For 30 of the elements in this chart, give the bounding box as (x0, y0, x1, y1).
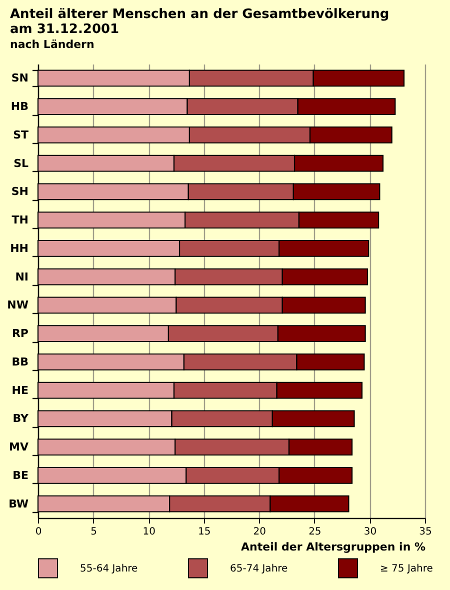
y-tick-label: HE (12, 384, 28, 397)
y-tick-label: NW (7, 298, 28, 312)
x-tick-label: 20 (253, 526, 266, 538)
y-tick-label: HH (10, 242, 28, 255)
y-tick-label: SN (11, 72, 28, 85)
y-tick-label: SH (11, 185, 28, 198)
x-tick-label: 25 (308, 526, 322, 538)
y-tick-label: SL (14, 156, 28, 170)
legend-label: 65-74 Jahre (230, 563, 288, 574)
chart-title: Anteil älterer Menschen an der Gesamtbevölkerung am 31.12.2001 (10, 7, 390, 37)
y-tick-label: BB (12, 355, 28, 368)
x-tick-label: 5 (90, 526, 97, 538)
y-tick-label: BY (12, 412, 30, 426)
y-tick-label: MV (9, 440, 29, 454)
y-tick-label: RP (12, 327, 28, 340)
y-tick-label: NI (15, 270, 28, 284)
chart-subtitle: nach Ländern (10, 37, 96, 52)
y-tick-label: BE (12, 468, 28, 482)
x-tick-label: 10 (142, 526, 156, 538)
legend-label: ≥ 75 Jahre (380, 563, 433, 574)
y-tick-label: HB (10, 100, 28, 114)
x-tick-label: 15 (198, 526, 211, 538)
y-tick-label: BW (8, 497, 28, 510)
x-tick-label: 0 (35, 526, 42, 538)
y-tick-label: TH (12, 214, 28, 227)
y-tick-label: ST (13, 128, 29, 142)
x-tick-label: 30 (364, 526, 377, 538)
x-axis-title: Anteil der Altersgruppen in % (241, 540, 426, 554)
x-tick-label: 35 (419, 526, 432, 538)
legend-label: 55-64 Jahre (80, 563, 138, 574)
